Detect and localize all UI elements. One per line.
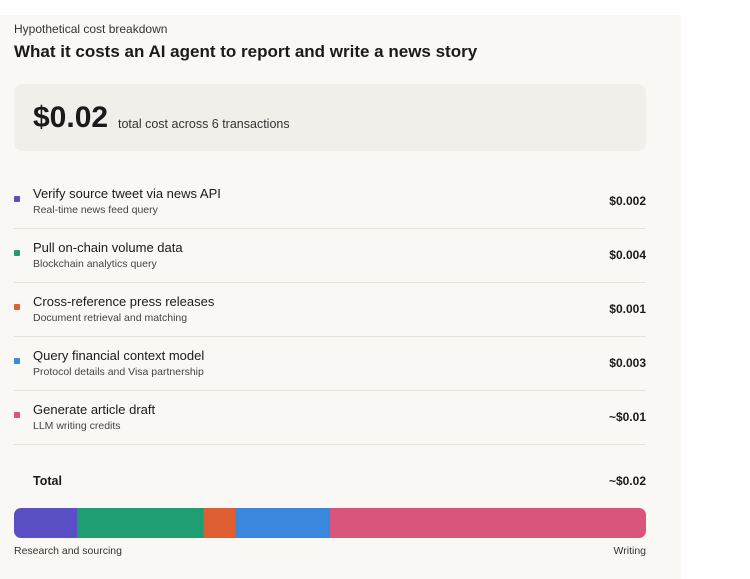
transaction-row-article-draft: Generate article draft LLM writing credi… bbox=[14, 391, 646, 445]
transaction-row-verify-source: Verify source tweet via news API Real-ti… bbox=[14, 175, 646, 229]
transaction-title: Generate article draft bbox=[33, 402, 156, 417]
transaction-subtitle: Document retrieval and matching bbox=[33, 312, 188, 324]
bar-end-label: Writing bbox=[613, 545, 646, 557]
transaction-row-financial-context: Query financial context model Protocol d… bbox=[14, 337, 646, 391]
total-caption: total cost across 6 transactions bbox=[118, 117, 290, 131]
stacked-bar-segment-2 bbox=[77, 508, 205, 538]
transaction-subtitle: LLM writing credits bbox=[33, 420, 121, 432]
series-color-swatch bbox=[14, 412, 20, 418]
transaction-cost: ~$0.01 bbox=[608, 410, 646, 424]
transaction-title: Pull on-chain volume data bbox=[33, 240, 183, 255]
transaction-row-onchain-volume: Pull on-chain volume data Blockchain ana… bbox=[14, 229, 646, 283]
bar-start-label: Research and sourcing bbox=[14, 545, 122, 557]
series-color-swatch bbox=[14, 358, 20, 364]
transaction-subtitle: Blockchain analytics query bbox=[33, 258, 157, 270]
transaction-title: Verify source tweet via news API bbox=[33, 186, 221, 201]
total-row: Total ~$0.02 bbox=[14, 462, 646, 502]
stacked-bar-segment-4 bbox=[235, 508, 331, 538]
stacked-bar-segment-5 bbox=[330, 508, 646, 538]
transaction-subtitle: Real-time news feed query bbox=[33, 204, 158, 216]
total-summary-box: $0.02 total cost across 6 transactions bbox=[14, 84, 646, 151]
stacked-bar-segment-3 bbox=[203, 508, 236, 538]
transaction-cost: $0.001 bbox=[609, 302, 646, 316]
total-row-label: Total bbox=[33, 474, 62, 488]
stacked-cost-bar bbox=[14, 508, 646, 538]
transaction-row-press-releases: Cross-reference press releases Document … bbox=[14, 283, 646, 337]
total-amount: $0.02 bbox=[33, 101, 109, 134]
transaction-cost: $0.004 bbox=[609, 248, 646, 262]
transaction-list: Verify source tweet via news API Real-ti… bbox=[14, 175, 646, 445]
stacked-bar-segment-1 bbox=[14, 508, 78, 538]
transaction-cost: $0.003 bbox=[609, 356, 646, 370]
series-color-swatch bbox=[14, 304, 20, 310]
total-row-cost: ~$0.02 bbox=[608, 474, 646, 488]
series-color-swatch bbox=[14, 196, 20, 202]
stacked-bar-chart bbox=[14, 508, 646, 538]
transaction-subtitle: Protocol details and Visa partnership bbox=[33, 366, 204, 378]
series-color-swatch bbox=[14, 250, 20, 256]
cost-breakdown-card: Hypothetical cost breakdown What it cost… bbox=[0, 15, 681, 579]
eyebrow-label: Hypothetical cost breakdown bbox=[14, 22, 168, 36]
transaction-title: Cross-reference press releases bbox=[33, 294, 215, 309]
headline: What it costs an AI agent to report and … bbox=[14, 42, 478, 61]
transaction-title: Query financial context model bbox=[33, 348, 205, 363]
transaction-cost: $0.002 bbox=[609, 194, 646, 208]
